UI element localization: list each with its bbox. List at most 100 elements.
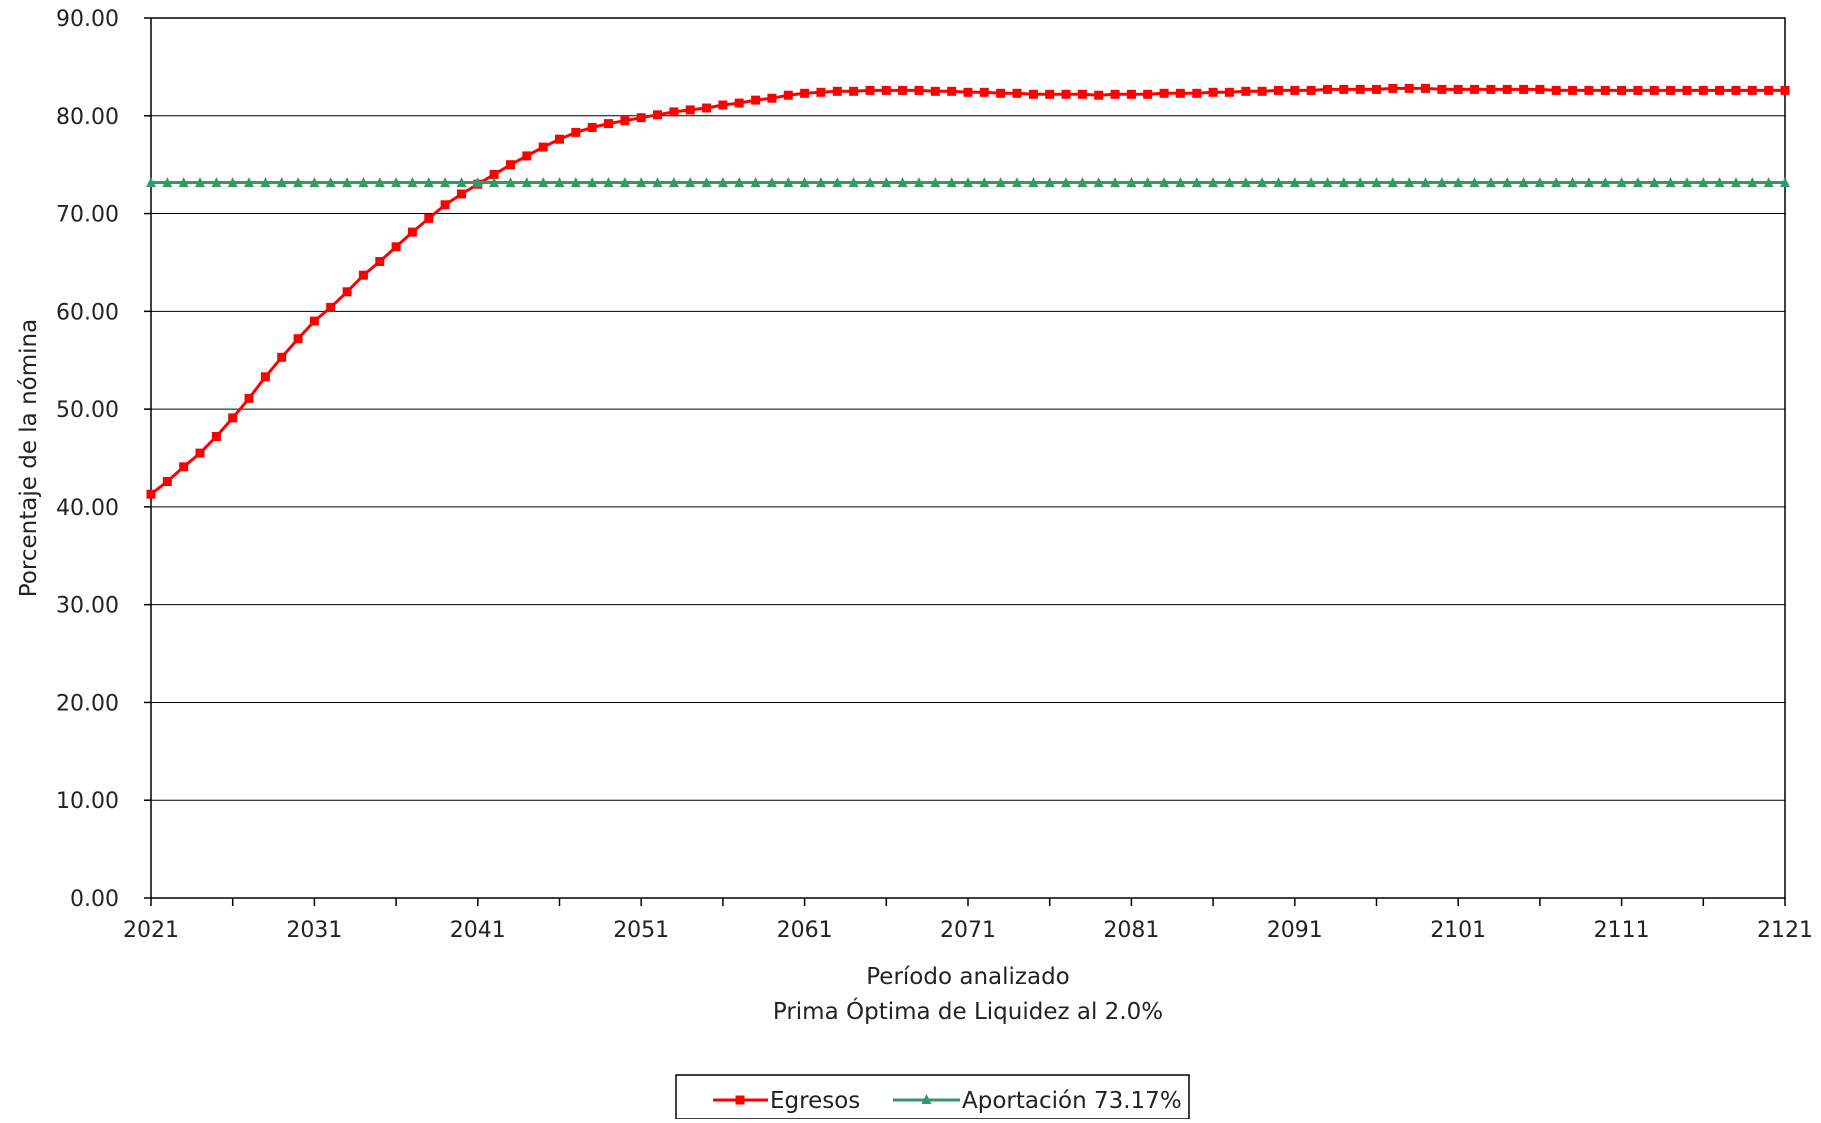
egresos-point xyxy=(866,86,875,95)
legend-label-egresos: Egresos xyxy=(770,1088,860,1114)
egresos-point xyxy=(1781,86,1790,95)
x-tick-label: 2101 xyxy=(1430,918,1486,943)
egresos-point xyxy=(882,86,891,95)
egresos-point xyxy=(359,271,368,280)
egresos-point xyxy=(424,214,433,223)
legend: Egresos Aportación 73.17% xyxy=(676,1075,1189,1119)
x-tick-label: 2041 xyxy=(450,918,506,943)
egresos-point xyxy=(375,257,384,266)
egresos-point xyxy=(849,87,858,96)
egresos-point xyxy=(964,88,973,97)
egresos-point xyxy=(1274,86,1283,95)
y-tick-label: 40.00 xyxy=(56,496,119,521)
plot-area xyxy=(151,18,1785,898)
legend-label-aportacion: Aportación 73.17% xyxy=(962,1088,1182,1114)
egresos-point xyxy=(1013,89,1022,98)
egresos-point xyxy=(915,86,924,95)
x-tick-label: 2021 xyxy=(123,918,179,943)
egresos-point xyxy=(751,96,760,105)
x-axis-title: Período analizado xyxy=(866,964,1070,990)
egresos-point xyxy=(392,242,401,251)
egresos-point xyxy=(1078,90,1087,99)
legend-swatch-egresos-marker xyxy=(736,1096,745,1105)
egresos-point xyxy=(1160,89,1169,98)
egresos-point xyxy=(1176,89,1185,98)
chart-subtitle: Prima Óptima de Liquidez al 2.0% xyxy=(773,997,1163,1025)
egresos-point xyxy=(1535,85,1544,94)
egresos-point xyxy=(212,432,221,441)
egresos-point xyxy=(1503,85,1512,94)
egresos-point xyxy=(1258,87,1267,96)
x-tick-label: 2031 xyxy=(286,918,342,943)
egresos-point xyxy=(539,143,548,152)
y-tick-label: 20.00 xyxy=(56,691,119,716)
y-tick-label: 50.00 xyxy=(56,398,119,423)
egresos-point xyxy=(1715,86,1724,95)
egresos-point xyxy=(1519,85,1528,94)
egresos-point xyxy=(1633,86,1642,95)
egresos-point xyxy=(261,372,270,381)
x-axis: 2021 2031 2041 2051 2061 2071 2081 2091 2101 2111… xyxy=(123,898,1813,943)
x-tick-label: 2081 xyxy=(1103,918,1159,943)
egresos-point xyxy=(1192,89,1201,98)
egresos-point xyxy=(718,101,727,110)
egresos-point xyxy=(1552,86,1561,95)
y-tick-label: 30.00 xyxy=(56,594,119,619)
egresos-point xyxy=(784,91,793,100)
egresos-point xyxy=(1045,90,1054,99)
egresos-point xyxy=(310,317,319,326)
egresos-point xyxy=(1094,91,1103,100)
egresos-point xyxy=(1650,86,1659,95)
egresos-point xyxy=(326,303,335,312)
egresos-point xyxy=(1601,86,1610,95)
egresos-point xyxy=(343,287,352,296)
egresos-point xyxy=(196,449,205,458)
egresos-point xyxy=(898,86,907,95)
egresos-point xyxy=(277,353,286,362)
y-tick-label: 60.00 xyxy=(56,300,119,325)
egresos-point xyxy=(588,123,597,132)
x-tick-label: 2071 xyxy=(940,918,996,943)
egresos-point xyxy=(833,87,842,96)
egresos-point xyxy=(1307,86,1316,95)
egresos-point xyxy=(1666,86,1675,95)
y-axis: 0.00 10.00 20.00 30.00 40.00 50.00 60.00 70.00 8… xyxy=(56,7,151,912)
y-tick-label: 10.00 xyxy=(56,789,119,814)
egresos-point xyxy=(1209,88,1218,97)
egresos-point xyxy=(522,151,531,160)
egresos-point xyxy=(163,477,172,486)
egresos-point xyxy=(1454,85,1463,94)
egresos-point xyxy=(1683,86,1692,95)
y-axis-title: Porcentaje de la nómina xyxy=(16,319,42,597)
egresos-point xyxy=(179,462,188,471)
egresos-point xyxy=(555,135,564,144)
egresos-point xyxy=(1584,86,1593,95)
egresos-point xyxy=(767,94,776,103)
egresos-point xyxy=(800,89,809,98)
egresos-point xyxy=(228,413,237,422)
egresos-point xyxy=(408,228,417,237)
egresos-point xyxy=(1111,90,1120,99)
x-tick-label: 2051 xyxy=(613,918,669,943)
egresos-point xyxy=(947,87,956,96)
egresos-point xyxy=(506,160,515,169)
y-tick-label: 80.00 xyxy=(56,105,119,130)
egresos-point xyxy=(1225,88,1234,97)
egresos-point xyxy=(702,104,711,113)
egresos-point xyxy=(571,128,580,137)
egresos-point xyxy=(669,107,678,116)
y-tick-label: 90.00 xyxy=(56,7,119,32)
x-tick-label: 2121 xyxy=(1757,918,1813,943)
egresos-point xyxy=(1241,87,1250,96)
x-tick-label: 2111 xyxy=(1594,918,1650,943)
egresos-point xyxy=(620,116,629,125)
egresos-point xyxy=(604,119,613,128)
egresos-point xyxy=(1372,85,1381,94)
egresos-point xyxy=(441,200,450,209)
egresos-point xyxy=(457,190,466,199)
egresos-point xyxy=(1127,90,1136,99)
egresos-point xyxy=(1437,85,1446,94)
egresos-point xyxy=(1617,86,1626,95)
